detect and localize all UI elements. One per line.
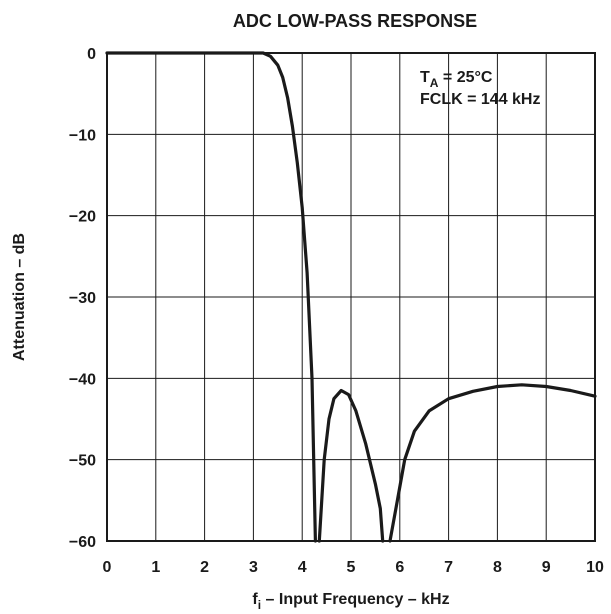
- x-tick-label: 9: [542, 559, 551, 576]
- x-tick-label: 8: [493, 559, 502, 576]
- y-tick-label: −20: [69, 209, 96, 226]
- chart-title: ADC LOW-PASS RESPONSE: [233, 11, 477, 31]
- y-tick-label: −30: [69, 290, 96, 307]
- response-curve-segment: [388, 383, 597, 543]
- grid: [107, 53, 595, 541]
- x-tick-label: 0: [103, 559, 112, 576]
- x-tick-label: 3: [249, 559, 258, 576]
- y-tick-label: −50: [69, 453, 96, 470]
- y-tick-label: −10: [69, 127, 96, 144]
- x-tick-label: 2: [200, 559, 209, 576]
- annotation-box: TA = 25°C FCLK = 144 kHz: [420, 69, 540, 108]
- plot-frame: [106, 52, 596, 542]
- x-axis-label: fi – Input Frequency – kHz: [252, 591, 449, 612]
- curve-layer: [105, 51, 597, 543]
- y-tick-label: 0: [87, 46, 96, 63]
- x-tick-label: 6: [395, 559, 404, 576]
- annotation-temperature: TA = 25°C: [420, 69, 493, 90]
- annotation-fclk: FCLK = 144 kHz: [420, 91, 540, 108]
- response-curve-segment: [317, 388, 385, 543]
- y-tick-labels: 0 −10 −20 −30 −40 −50 −60: [69, 46, 96, 551]
- x-tick-label: 1: [151, 559, 160, 576]
- x-tick-label: 10: [586, 559, 604, 576]
- x-tick-label: 7: [444, 559, 453, 576]
- x-tick-label: 4: [298, 559, 307, 576]
- x-tick-labels: 0 1 2 3 4 5 6 7 8 9 10: [103, 559, 604, 576]
- y-tick-label: −40: [69, 371, 96, 388]
- y-axis-label: Attenuation – dB: [11, 233, 28, 361]
- response-curve-segment: [105, 51, 317, 543]
- y-tick-label: −60: [69, 534, 96, 551]
- x-tick-label: 5: [347, 559, 356, 576]
